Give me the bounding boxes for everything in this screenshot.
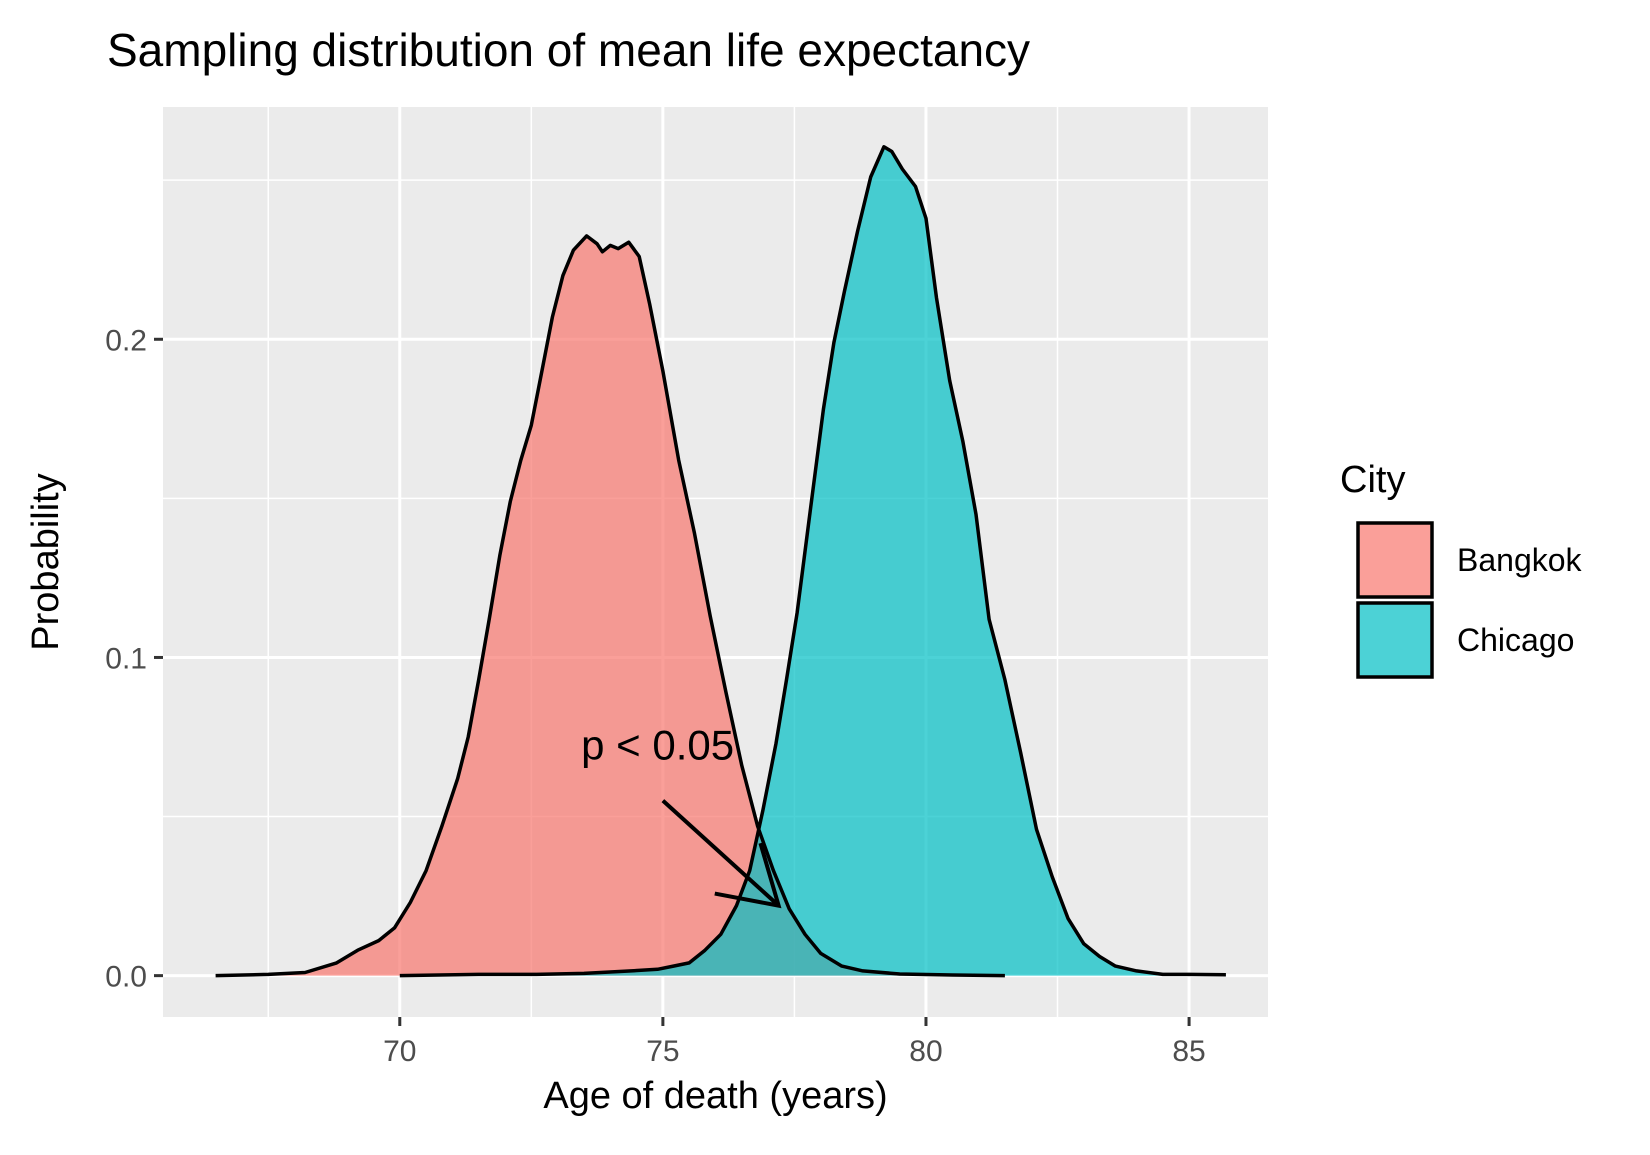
density-area-chicago (399, 146, 1226, 976)
chart-title: Sampling distribution of mean life expec… (107, 24, 1030, 76)
legend-key-chicago (1356, 601, 1434, 679)
density-areas (215, 145, 1226, 978)
x-tick-label: 75 (646, 1035, 679, 1068)
y-tick-label: 0.1 (105, 642, 147, 675)
legend-key-bangkok (1356, 521, 1434, 599)
annotation-arrow-line (661, 799, 780, 908)
legend-title: City (1340, 459, 1405, 501)
x-tick-label: 80 (909, 1035, 942, 1068)
annotation: p < 0.05 (581, 721, 782, 909)
x-tick-label: 70 (383, 1035, 416, 1068)
annotation-arrow-head (714, 842, 782, 909)
grid-lines (163, 107, 1268, 1017)
x-axis-label: Age of death (years) (543, 1075, 887, 1117)
density-line-bangkok (215, 234, 1005, 978)
legend-label-chicago: Chicago (1457, 622, 1574, 658)
y-axis-label: Probability (25, 473, 67, 650)
x-tick-label: 85 (1172, 1035, 1205, 1068)
density-area-bangkok (215, 235, 1005, 976)
y-tick-label: 0.2 (105, 324, 147, 357)
density-line-chicago (399, 145, 1226, 978)
legend: City Bangkok Chicago (1340, 459, 1583, 679)
legend-label-bangkok: Bangkok (1457, 542, 1583, 578)
annotation-label: p < 0.05 (581, 721, 734, 768)
y-tick-label: 0.0 (105, 961, 147, 994)
axis-ticks: 70 75 80 85 0.0 0.1 0.2 (105, 324, 1205, 1068)
